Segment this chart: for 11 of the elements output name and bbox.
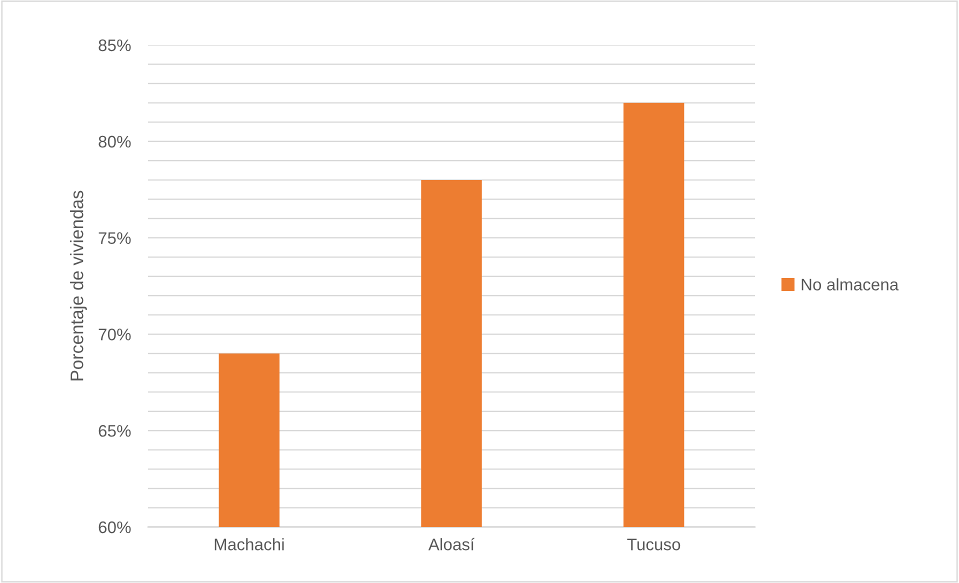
x-tick-label: Tucuso	[627, 538, 680, 550]
legend-label: No almacena	[802, 278, 899, 290]
y-tick-label: 70%	[98, 328, 131, 340]
y-tick-label: 85%	[98, 39, 131, 52]
x-tick-label: Machachi	[214, 538, 284, 550]
y-axis-title: Porcentaje de viviendas	[70, 190, 87, 380]
y-tick-label: 60%	[98, 521, 131, 534]
y-tick-label: 65%	[98, 425, 131, 437]
x-tick-label: Aloasí	[428, 538, 475, 550]
y-tick-label: 75%	[98, 232, 131, 244]
y-tick-label: 80%	[98, 136, 131, 148]
